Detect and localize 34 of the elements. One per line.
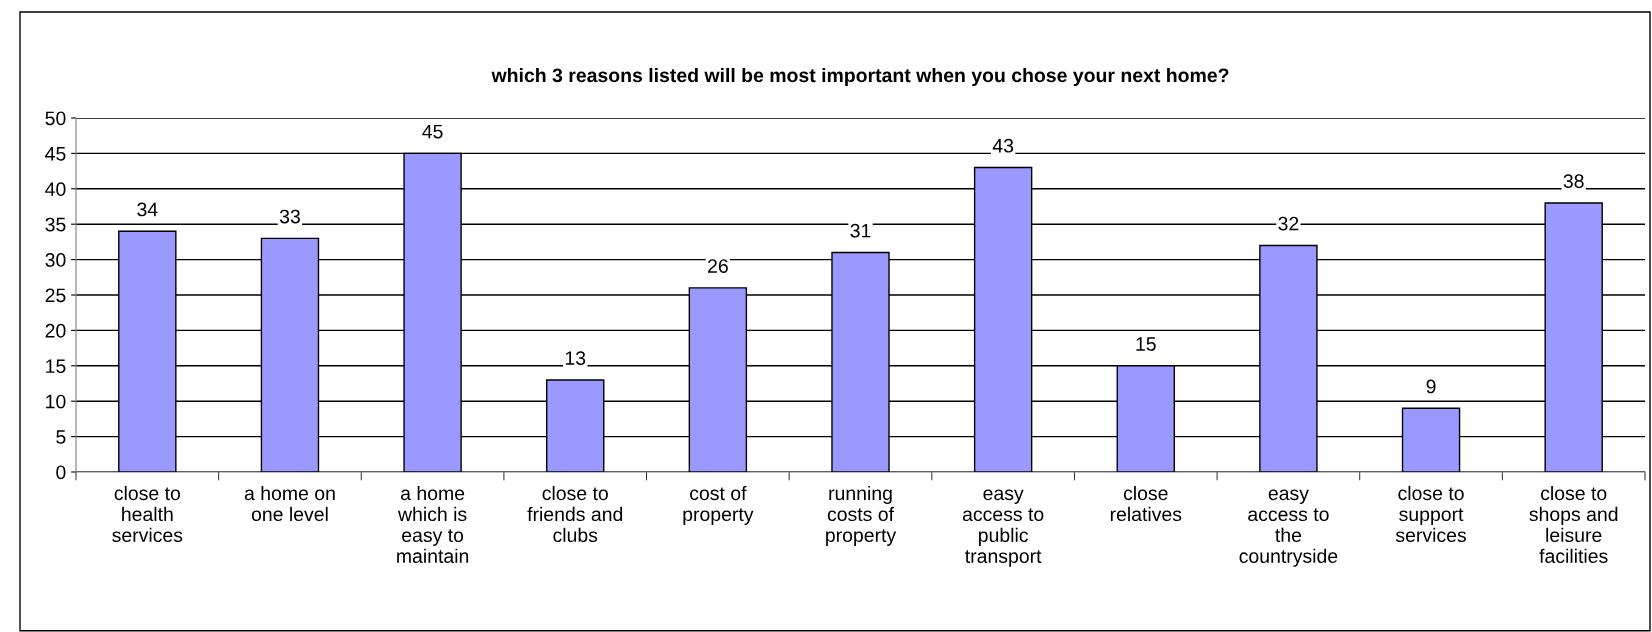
data-label: 26 [708, 259, 728, 273]
data-label: 43 [992, 138, 1014, 153]
y-tick-label: 20 [45, 323, 66, 338]
y-tick-label: 45 [45, 147, 66, 161]
x-tick-label: a home which is easy to maintain [397, 485, 469, 563]
data-label: 45 [422, 124, 443, 139]
x-tick-label: close to support services [1395, 485, 1466, 543]
data-label: 34 [137, 202, 158, 217]
x-tick-label: running costs of property [826, 485, 897, 546]
y-tick-label: 15 [46, 359, 66, 374]
data-label: 32 [1278, 216, 1299, 231]
data-label: 9 [1426, 379, 1436, 394]
y-tick-label: 25 [45, 288, 66, 303]
x-tick-label: cost of property [683, 485, 754, 525]
y-tick-label: 40 [45, 182, 66, 197]
data-label: 33 [279, 209, 300, 224]
y-tick-label: 0 [56, 465, 66, 480]
data-label: 15 [1136, 337, 1156, 351]
x-tick-label: a home on one level [244, 485, 335, 522]
y-tick-label: 50 [45, 111, 66, 126]
y-tick-label: 5 [56, 430, 66, 444]
y-tick-label: 30 [45, 253, 66, 267]
x-tick-label: easy access to public transport [962, 489, 1044, 567]
data-label: 38 [1563, 174, 1584, 189]
x-tick-label: close to friends and clubs [527, 485, 623, 543]
data-label: 31 [850, 223, 871, 238]
x-tick-label: close to health services [112, 485, 183, 543]
y-tick-label: 10 [46, 394, 66, 409]
data-label: 13 [565, 351, 586, 366]
chart-title: which 3 reasons listed will be most important when you chose your next home? [491, 67, 1229, 87]
y-tick-label: 35 [45, 217, 66, 232]
x-tick-label: close relatives [1110, 485, 1182, 522]
x-tick-label: close to shops and leisure facilities [1529, 485, 1618, 563]
x-tick-label: easy access to the countryside [1239, 489, 1338, 567]
